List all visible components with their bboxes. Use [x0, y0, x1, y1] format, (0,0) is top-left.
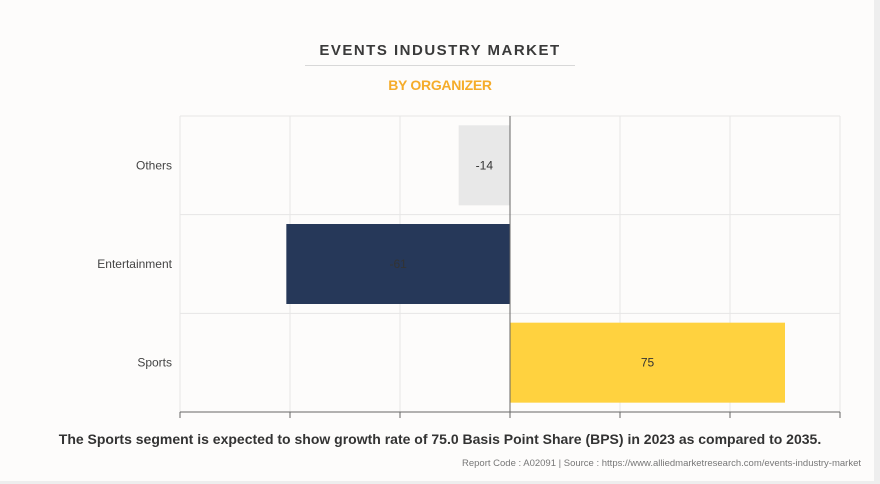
- data-label: 75: [641, 356, 655, 370]
- bar-others: [458, 125, 510, 206]
- chart-title: EVENTS INDUSTRY MARKET: [319, 42, 561, 59]
- category-label: Others: [136, 158, 172, 172]
- data-label: -14: [476, 158, 494, 172]
- bar-entertainment: [286, 224, 510, 304]
- chart-caption: The Sports segment is expected to show g…: [58, 431, 822, 447]
- chart-subtitle: BY ORGANIZER: [388, 77, 492, 93]
- frame-edge: [0, 481, 880, 484]
- source-text: Report Code : A02091 | Source : https://…: [461, 458, 861, 469]
- bar-sports: [510, 322, 785, 403]
- title-divider: [305, 65, 575, 66]
- data-label: -61: [389, 257, 407, 271]
- frame-edge: [874, 0, 880, 484]
- category-label: Sports: [137, 356, 172, 370]
- category-label: Entertainment: [97, 257, 172, 271]
